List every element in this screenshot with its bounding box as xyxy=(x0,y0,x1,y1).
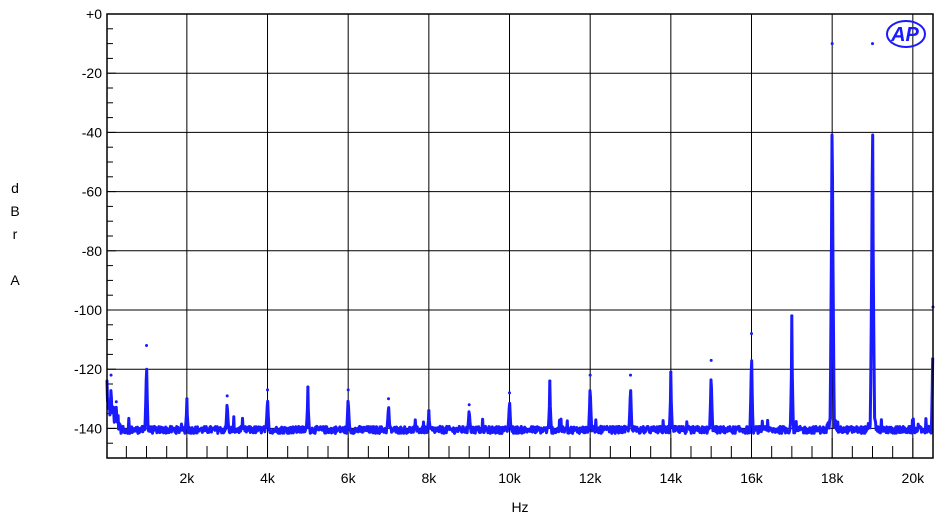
data-point-peak xyxy=(790,314,794,318)
data-point-peak xyxy=(225,394,229,398)
data-point-peak xyxy=(109,373,113,377)
x-tick-label: 10k xyxy=(498,470,522,486)
y-tick-label: -60 xyxy=(82,184,102,200)
y-axis-title-char: r xyxy=(13,226,18,242)
data-point-peak xyxy=(114,400,118,404)
y-tick-label: -20 xyxy=(82,65,102,81)
data-point-peak xyxy=(830,42,834,46)
data-point-peak xyxy=(346,388,350,392)
data-point-peak xyxy=(467,403,471,407)
series-group xyxy=(105,42,935,435)
data-point-peak xyxy=(669,370,673,374)
data-point-peak xyxy=(185,397,189,401)
x-axis-tick-labels: 2k 4k 6k 8k 10k 12k 14k 16k 18k 20k xyxy=(179,470,925,486)
y-tick-label: -120 xyxy=(74,361,102,377)
grid-lines xyxy=(107,13,933,458)
x-tick-label: 12k xyxy=(579,470,603,486)
y-axis-title-char: B xyxy=(10,203,19,219)
x-tick-label: 6k xyxy=(341,470,357,486)
plot-frame xyxy=(106,13,934,459)
data-point-peak xyxy=(548,379,552,383)
data-point-peak xyxy=(145,344,149,348)
x-tick-label: 18k xyxy=(821,470,845,486)
y-axis-title: dBr A xyxy=(10,180,20,288)
y-tick-label: +0 xyxy=(86,6,102,22)
ap-logo-text: AP xyxy=(890,24,919,46)
data-point-peak xyxy=(508,391,512,395)
y-tick-label: -40 xyxy=(82,124,102,140)
x-tick-label: 2k xyxy=(179,470,195,486)
y-tick-label: -80 xyxy=(82,243,102,259)
data-point-peak xyxy=(306,385,310,389)
y-axis-title-char: d xyxy=(11,180,19,196)
ap-logo: AP xyxy=(886,20,926,48)
series-line xyxy=(105,133,935,435)
data-point-peak xyxy=(629,373,633,377)
ap-logo-ring xyxy=(886,20,926,48)
data-point-peak xyxy=(266,388,270,392)
y-axis-title-char: A xyxy=(10,272,20,288)
y-axis-tick-labels: +0 -20 -40 -60 -80 -100 -120 -140 xyxy=(74,6,102,436)
data-point-peak xyxy=(427,409,431,413)
x-tick-label: 20k xyxy=(902,470,926,486)
data-point-peak xyxy=(588,373,592,377)
x-tick-label: 16k xyxy=(740,470,764,486)
x-tick-label: 8k xyxy=(421,470,437,486)
x-axis-ticks xyxy=(125,438,934,458)
y-tick-label: -100 xyxy=(74,302,102,318)
data-point-peak xyxy=(750,332,754,336)
x-tick-label: 4k xyxy=(260,470,276,486)
y-tick-label: -140 xyxy=(74,420,102,436)
x-axis-title: Hz xyxy=(511,499,528,515)
data-point-peak xyxy=(709,358,713,362)
x-tick-label: 14k xyxy=(660,470,684,486)
data-point-peak xyxy=(871,42,875,46)
data-point-peak xyxy=(387,397,391,401)
